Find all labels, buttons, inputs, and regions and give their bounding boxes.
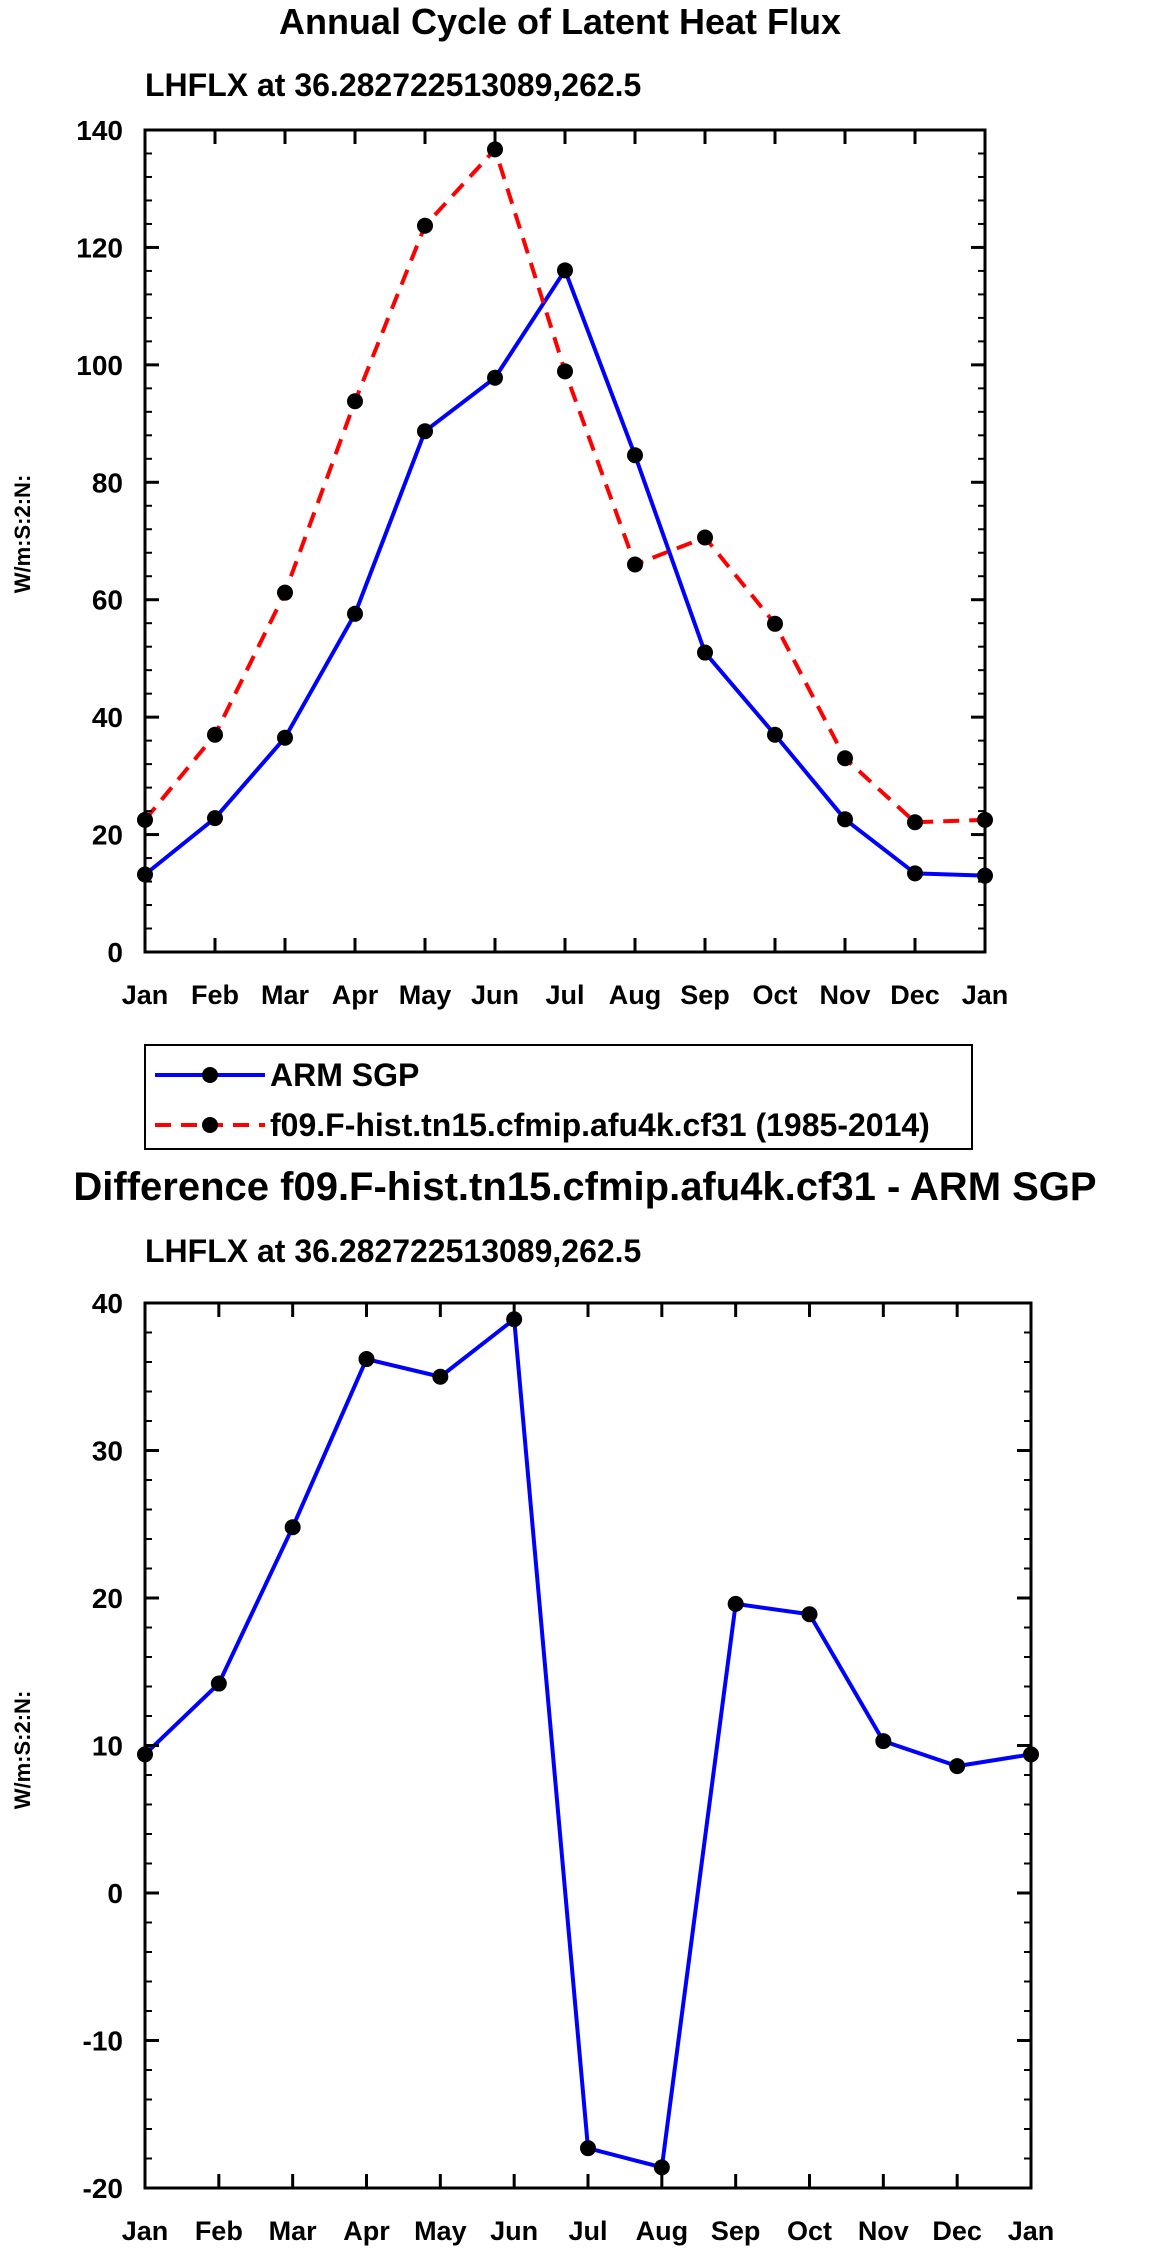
y-tick-label: 20 <box>92 1583 123 1614</box>
x-tick-label: Jun <box>471 980 519 1010</box>
data-point <box>277 729 293 746</box>
x-tick-label: Aug <box>609 980 661 1010</box>
data-point <box>137 866 153 883</box>
y-tick-label: 140 <box>76 115 123 146</box>
data-point <box>697 644 713 661</box>
data-point <box>977 811 993 828</box>
y-tick-label: -20 <box>83 2173 123 2204</box>
x-tick-label: Mar <box>261 980 310 1010</box>
annual-cycle-chart: Annual Cycle of Latent Heat Flux LHFLX a… <box>10 1 1008 1010</box>
x-tick-label: Jan <box>122 2216 169 2246</box>
data-point <box>653 2159 670 2176</box>
y-tick-label: 120 <box>76 232 123 263</box>
data-point <box>358 1351 375 1368</box>
data-point <box>557 363 573 380</box>
data-point <box>875 1733 892 1750</box>
x-tick-label: May <box>414 2216 467 2246</box>
x-tick-label: Nov <box>858 2216 909 2246</box>
data-point <box>417 217 433 234</box>
x-tick-label: Mar <box>269 2216 318 2246</box>
series-line-0 <box>143 268 986 878</box>
x-tick-label: Jan <box>962 980 1009 1010</box>
y-tick-label: 0 <box>107 937 123 968</box>
x-tick-label: Apr <box>343 2216 390 2246</box>
legend-box <box>144 1044 973 1150</box>
y-tick-label: 40 <box>92 1288 123 1319</box>
data-point <box>837 811 853 828</box>
x-tick-label: Oct <box>752 980 797 1010</box>
x-tick-label: Dec <box>932 2216 982 2246</box>
chart-subtitle: LHFLX at 36.282722513089,262.5 <box>145 67 641 103</box>
chart-title: Difference f09.F-hist.tn15.cfmip.afu4k.c… <box>73 1165 1096 1209</box>
x-tick-label: Dec <box>890 980 940 1010</box>
difference-chart: Difference f09.F-hist.tn15.cfmip.afu4k.c… <box>10 1165 1097 2246</box>
data-point <box>137 811 153 828</box>
data-point <box>207 810 223 827</box>
data-point <box>1023 1746 1039 1763</box>
data-point <box>284 1519 301 1536</box>
x-tick-label: Jun <box>490 2216 538 2246</box>
y-tick-label: 0 <box>107 1878 123 1909</box>
y-tick-label: 60 <box>92 585 123 616</box>
y-tick-label: 100 <box>76 350 123 381</box>
y-tick-label: 30 <box>92 1436 123 1467</box>
data-point <box>347 605 363 622</box>
y-axis-label: W/m:S:2:N: <box>10 475 35 594</box>
legend-marker-model <box>202 1117 218 1133</box>
series-line-1 <box>143 147 986 825</box>
data-point <box>417 423 433 440</box>
data-point <box>506 1311 523 1328</box>
y-tick-label: 20 <box>92 820 123 851</box>
data-point <box>432 1368 449 1385</box>
x-tick-label: Jul <box>568 2216 607 2246</box>
data-point <box>210 1675 227 1692</box>
y-tick-label: 10 <box>92 1731 123 1762</box>
data-point <box>557 262 573 279</box>
x-tick-label: Nov <box>819 980 870 1010</box>
data-point <box>487 141 503 158</box>
y-tick-label: 80 <box>92 467 123 498</box>
x-tick-label: Jan <box>122 980 169 1010</box>
y-tick-label: -10 <box>83 2026 123 2057</box>
x-tick-label: Apr <box>332 980 379 1010</box>
x-tick-label: Jul <box>545 980 584 1010</box>
legend-label-arm-sgp: ARM SGP <box>270 1057 419 1093</box>
x-tick-label: Jan <box>1008 2216 1055 2246</box>
series-line-0 <box>143 1317 1032 2170</box>
data-point <box>207 726 223 743</box>
data-point <box>347 393 363 410</box>
data-point <box>487 369 503 386</box>
chart-subtitle: LHFLX at 36.282722513089,262.5 <box>145 1233 641 1269</box>
x-tick-label: Sep <box>680 980 730 1010</box>
data-point <box>977 867 993 884</box>
legend-marker-arm-sgp <box>202 1067 218 1083</box>
data-point <box>949 1758 966 1775</box>
y-axis-label: W/m:S:2:N: <box>10 1691 35 1810</box>
data-point <box>137 1746 153 1763</box>
data-point <box>627 556 643 573</box>
data-point <box>907 814 923 831</box>
x-tick-label: Sep <box>711 2216 761 2246</box>
data-point <box>767 726 783 743</box>
data-point <box>277 584 293 601</box>
x-tick-label: Aug <box>636 2216 688 2246</box>
x-tick-label: Feb <box>191 980 239 1010</box>
x-tick-label: May <box>399 980 452 1010</box>
data-point <box>837 750 853 767</box>
legend: ARM SGP f09.F-hist.tn15.cfmip.afu4k.cf31… <box>144 1044 973 1150</box>
data-point <box>580 2140 596 2157</box>
x-tick-label: Feb <box>195 2216 243 2246</box>
data-point <box>697 529 713 546</box>
legend-label-model: f09.F-hist.tn15.cfmip.afu4k.cf31 (1985-2… <box>270 1107 930 1143</box>
data-point <box>727 1595 744 1612</box>
chart-title: Annual Cycle of Latent Heat Flux <box>279 1 841 42</box>
x-tick-label: Oct <box>787 2216 832 2246</box>
data-point <box>907 865 923 882</box>
y-tick-label: 40 <box>92 702 123 733</box>
data-point <box>767 615 783 632</box>
data-point <box>801 1606 818 1623</box>
data-point <box>627 447 643 464</box>
